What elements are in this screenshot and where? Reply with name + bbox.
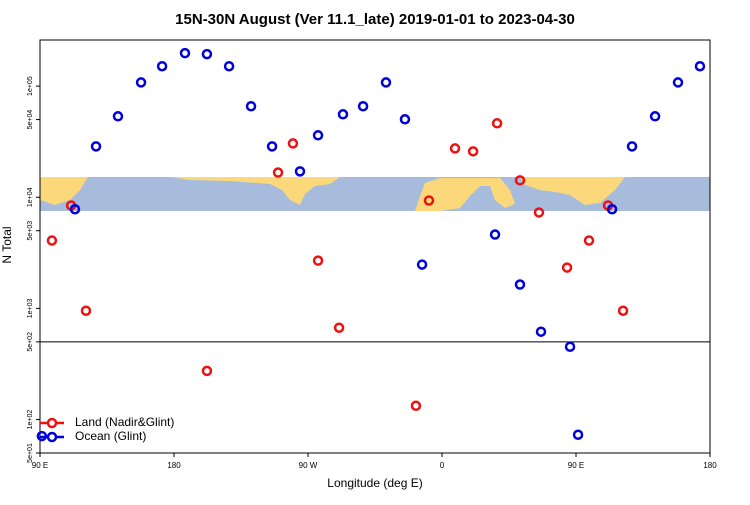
point — [337, 109, 349, 120]
point — [46, 235, 58, 246]
point — [467, 146, 479, 157]
y-axis-label: N Total — [0, 226, 14, 263]
point — [201, 365, 213, 377]
x-tick-label: 90 W — [299, 461, 318, 470]
y-tick-label: 1e+02 — [27, 410, 34, 430]
point — [649, 111, 661, 122]
point — [514, 279, 526, 290]
y-tick-label: 1e+03 — [27, 298, 34, 318]
map-strip — [40, 177, 710, 211]
point — [357, 100, 369, 112]
x-tick-label: 0 — [440, 461, 445, 470]
legend-marker — [46, 431, 58, 443]
point — [272, 167, 284, 178]
point — [201, 48, 213, 60]
plot-frame — [39, 39, 711, 454]
legend-marker — [46, 417, 58, 429]
point — [533, 207, 545, 218]
point — [399, 114, 411, 125]
point — [694, 60, 706, 72]
point — [572, 429, 584, 440]
y-tick-label: 5e+01 — [27, 443, 34, 463]
legend-label: Land (Nadir&Glint) — [75, 415, 174, 429]
point — [223, 60, 235, 72]
point — [617, 305, 629, 316]
point — [266, 141, 278, 152]
legend-label: Ocean (Glint) — [75, 429, 146, 443]
point — [135, 77, 147, 88]
point — [564, 341, 576, 352]
y-tick-label: 5e+03 — [27, 221, 34, 241]
point — [423, 195, 435, 206]
point — [410, 400, 422, 412]
point — [112, 111, 124, 122]
x-axis-label: Longitude (deg E) — [327, 476, 422, 490]
point — [312, 130, 324, 141]
point — [583, 235, 595, 246]
point — [489, 229, 501, 240]
point — [90, 141, 102, 152]
point — [626, 141, 638, 152]
point — [80, 305, 92, 316]
point — [672, 77, 684, 88]
x-tick-label: 180 — [703, 461, 717, 470]
x-tick-label: 90 E — [568, 461, 584, 470]
point — [245, 100, 257, 112]
point — [179, 47, 191, 59]
point — [449, 143, 461, 154]
point — [606, 204, 618, 215]
y-tick-label: 5e+04 — [27, 110, 34, 130]
point — [416, 259, 428, 270]
point — [333, 322, 345, 333]
point — [491, 118, 503, 129]
point — [535, 326, 547, 337]
point — [287, 138, 299, 149]
point — [312, 255, 324, 266]
x-tick-label: 90 E — [32, 461, 48, 470]
point — [380, 77, 392, 88]
point — [156, 60, 168, 72]
point — [69, 204, 81, 215]
point — [294, 166, 306, 177]
point — [561, 262, 573, 273]
y-tick-label: 1e+05 — [27, 76, 34, 96]
chart-title: 15N-30N August (Ver 11.1_late) 2019-01-0… — [175, 11, 575, 28]
y-tick-label: 5e+02 — [27, 332, 34, 352]
point — [514, 175, 526, 186]
y-tick-label: 1e+04 — [27, 187, 34, 207]
x-tick-label: 180 — [167, 461, 181, 470]
